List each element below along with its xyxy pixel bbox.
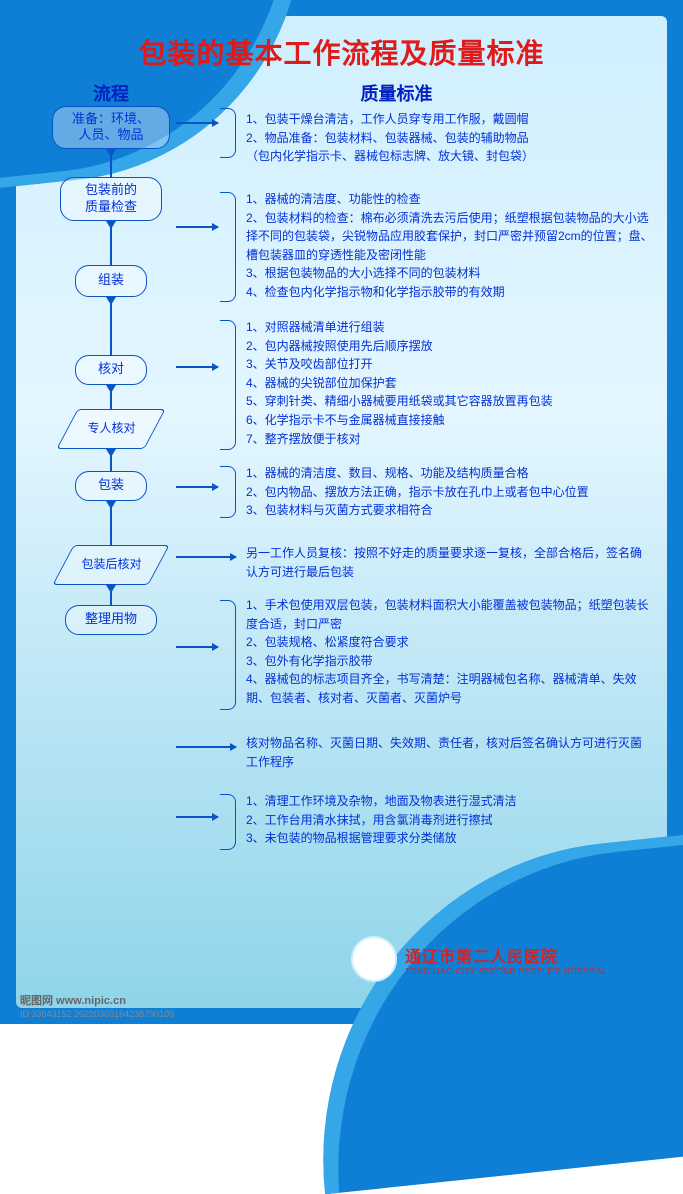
connector-line <box>176 366 218 368</box>
connector-line <box>176 746 236 748</box>
standard-item: 2、工作台用清水抹拭，用含氯消毒剂进行擦拭 <box>246 811 653 830</box>
standards-pack: 1、手术包使用双层包装，包装材料面积大小能覆盖被包装物品；纸塑包装长度合适，封口… <box>246 596 653 708</box>
standard-item: 3、根据包装物品的大小选择不同的包装材料 <box>246 264 653 283</box>
flow-step-precheck: 包装前的质量检查 <box>60 177 162 221</box>
bracket <box>220 794 236 850</box>
standards-check: 1、器械的清洁度、数目、规格、功能及结构质量合格2、包内物品、摆放方法正确，指示… <box>246 464 653 520</box>
standard-item: 3、包外有化学指示胶带 <box>246 652 653 671</box>
standard-item: 7、整齐摆放便于核对 <box>246 430 653 449</box>
header-standards: 质量标准 <box>206 80 667 106</box>
org-name-cn: 通辽市第二人民医院 <box>405 943 607 967</box>
standard-item: 4、器械包的标志项目齐全，书写清楚：注明器械包名称、器械清单、失效期、包装者、核… <box>246 670 653 707</box>
flow-step-prep: 准备：环境、人员、物品 <box>52 106 170 149</box>
flow-step-check: 核对 <box>75 355 147 385</box>
flow-arrow <box>110 297 112 355</box>
standard-item: 4、检查包内化学指示物和化学指示胶带的有效期 <box>246 283 653 302</box>
flow-arrow <box>110 221 112 265</box>
connector-line <box>176 226 218 228</box>
standard-item: 1、器械的清洁度、功能性的检查 <box>246 190 653 209</box>
standard-item: 4、器械的尖锐部位加保护套 <box>246 374 653 393</box>
standard-item: 1、清理工作环境及杂物，地面及物表进行湿式清洁 <box>246 792 653 811</box>
column-headers: 流程 质量标准 <box>16 80 667 106</box>
standards-column: 1、包装干燥台清洁，工作人员穿专用工作服，戴圆帽2、物品准备：包装材料、包装器械… <box>206 106 667 635</box>
standard-item: 2、包内器械按照使用先后顺序摆放 <box>246 337 653 356</box>
flow-arrow <box>110 585 112 605</box>
bracket <box>220 600 236 710</box>
standard-item: 3、关节及咬齿部位打开 <box>246 355 653 374</box>
standard-item: 核对物品名称、灭菌日期、失效期、责任者，核对后签名确认方可进行灭菌工作程序 <box>246 734 653 771</box>
standard-item: 1、包装干燥台清洁，工作人员穿专用工作服，戴圆帽 <box>246 110 653 129</box>
standard-item: 3、未包装的物品根据管理要求分类储放 <box>246 829 653 848</box>
standard-item: 6、化学指示卡不与金属器械直接接触 <box>246 411 653 430</box>
flow-step-assemble: 组装 <box>75 265 147 297</box>
connector-line <box>176 122 218 124</box>
standard-item: 2、包装材料的检查：棉布必须清洗去污后使用；纸塑根据包装物品的大小选择不同的包装… <box>246 209 653 265</box>
standards-prep: 1、包装干燥台清洁，工作人员穿专用工作服，戴圆帽2、物品准备：包装材料、包装器械… <box>246 110 653 166</box>
watermark-site: 昵图网 www.nipic.cn <box>20 995 126 1007</box>
flow-step-pack: 包装 <box>75 471 147 501</box>
connector-line <box>176 646 218 648</box>
standard-item: 2、包内物品、摆放方法正确，指示卡放在孔巾上或者包中心位置 <box>246 483 653 502</box>
flow-step-expert: 专人核对 <box>56 409 165 449</box>
org-logo-circle <box>351 936 397 982</box>
standards-assemble: 1、对照器械清单进行组装2、包内器械按照使用先后顺序摆放3、关节及咬齿部位打开4… <box>246 318 653 448</box>
standard-item: （包内化学指示卡、器械包标志牌、放大镜、封包袋） <box>246 147 653 166</box>
standards-tidy: 1、清理工作环境及杂物，地面及物表进行湿式清洁2、工作台用清水抹拭，用含氯消毒剂… <box>246 792 653 848</box>
standards-precheck: 1、器械的清洁度、功能性的检查2、包装材料的检查：棉布必须清洗去污后使用；纸塑根… <box>246 190 653 302</box>
bracket <box>220 320 236 450</box>
flow-arrow <box>110 449 112 471</box>
standard-item: 1、器械的清洁度、数目、规格、功能及结构质量合格 <box>246 464 653 483</box>
flow-step-tidy: 整理用物 <box>65 605 157 635</box>
standard-item: 1、手术包使用双层包装，包装材料面积大小能覆盖被包装物品；纸塑包装长度合适，封口… <box>246 596 653 633</box>
footer-org: 通辽市第二人民医院 TONG LIAO CITY SECOND PEOPLE'S… <box>351 936 607 982</box>
org-name-en: TONG LIAO CITY SECOND PEOPLE'S HOSPITAL <box>405 967 607 976</box>
standard-item: 1、对照器械清单进行组装 <box>246 318 653 337</box>
bracket <box>220 192 236 302</box>
flow-arrow <box>110 501 112 545</box>
standards-postcheck: 核对物品名称、灭菌日期、失效期、责任者，核对后签名确认方可进行灭菌工作程序 <box>246 734 653 771</box>
main-title: 包装的基本工作流程及质量标准 <box>16 32 667 72</box>
standard-item: 2、包装规格、松紧度符合要求 <box>246 633 653 652</box>
connector-line <box>176 486 218 488</box>
standard-item: 3、包装材料与灭菌方式要求相符合 <box>246 501 653 520</box>
standard-item: 5、穿刺针类、精细小器械要用纸袋或其它容器放置再包装 <box>246 392 653 411</box>
bracket <box>220 466 236 518</box>
standards-expert: 另一工作人员复核：按照不好走的质量要求逐一复核，全部合格后，签名确认方可进行最后… <box>246 544 653 581</box>
flow-arrow <box>110 149 112 177</box>
watermark-meta: ID:33643152 20220303164238790109 <box>20 1009 174 1019</box>
flow-step-postcheck: 包装后核对 <box>52 545 169 585</box>
watermark: 昵图网 www.nipic.cn ID:33643152 20220303164… <box>20 992 174 1020</box>
bracket <box>220 108 236 158</box>
connector-line <box>176 556 236 558</box>
connector-line <box>176 816 218 818</box>
standard-item: 另一工作人员复核：按照不好走的质量要求逐一复核，全部合格后，签名确认方可进行最后… <box>246 544 653 581</box>
standard-item: 2、物品准备：包装材料、包装器械、包装的辅助物品 <box>246 129 653 148</box>
header-flow: 流程 <box>16 80 206 106</box>
flow-arrow <box>110 385 112 409</box>
